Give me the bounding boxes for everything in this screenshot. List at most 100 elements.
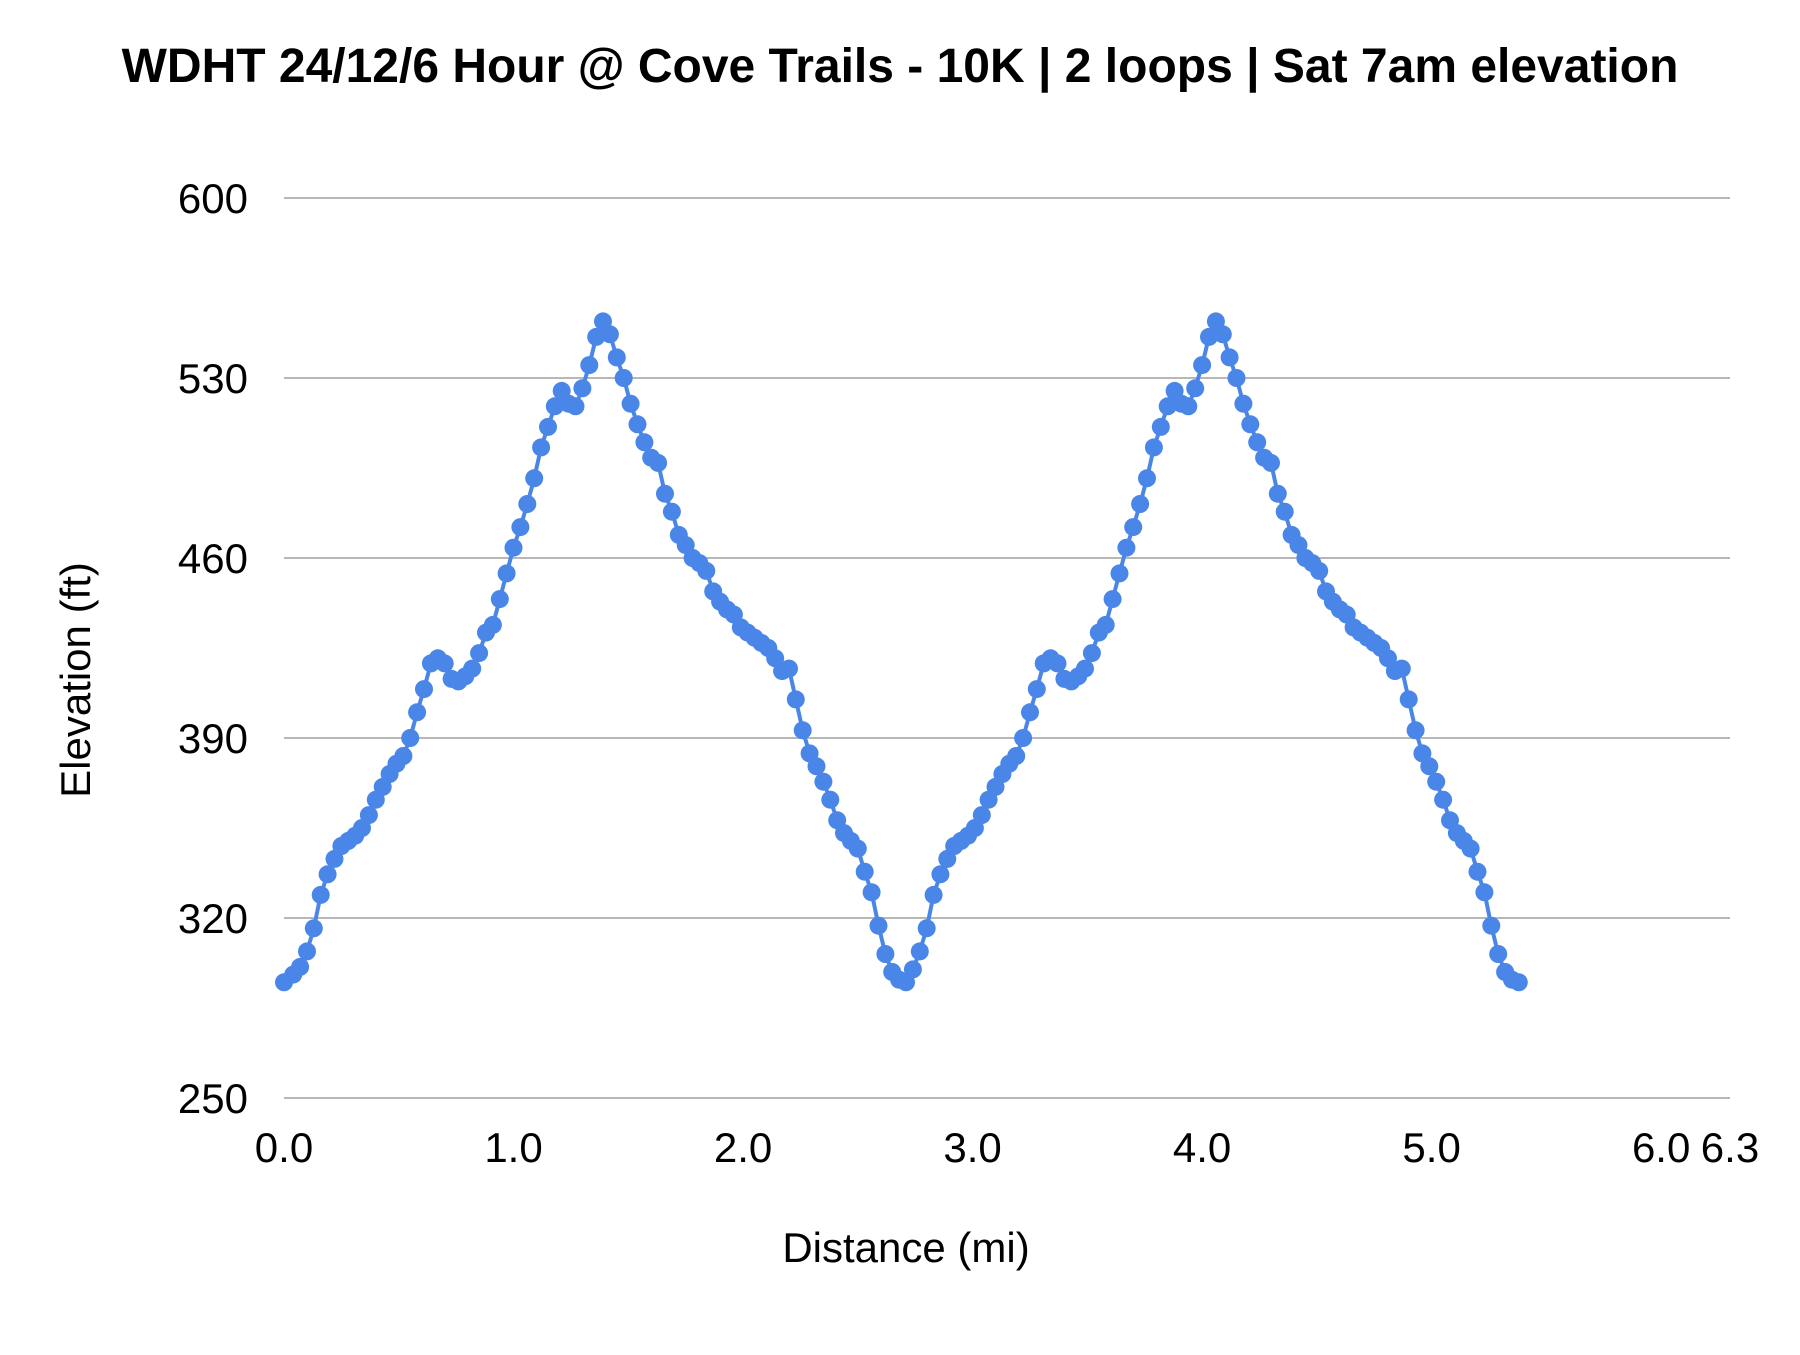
data-point [1213,325,1232,344]
series-line [282,319,1520,985]
data-point [408,703,427,722]
data-point [697,561,716,580]
data-point [649,453,668,472]
data-point [910,942,929,961]
data-point [780,659,798,678]
y-tick-label: 390 [178,715,248,762]
data-point [1158,397,1177,416]
data-point [318,865,337,884]
data-point [1186,379,1205,398]
data-point [1014,729,1033,747]
x-axis-label: Distance (mi) [782,1224,1029,1271]
data-point [1392,659,1411,678]
gridlines [284,197,1730,1099]
data-point [1434,790,1453,809]
data-point [1509,973,1528,992]
data-point [1076,659,1094,678]
x-tick-label: 6.3 [1701,1124,1759,1171]
elevation-series [275,312,1528,992]
data-point [656,484,674,503]
data-point [876,945,895,963]
y-tick-label: 460 [178,535,248,582]
data-point [1234,394,1253,413]
data-point [401,729,420,747]
data-point [539,417,557,436]
data-point [1117,538,1136,557]
y-tick-label: 250 [178,1075,248,1122]
data-point [814,772,833,791]
data-point [855,862,874,881]
data-point [862,883,881,902]
data-point [1096,615,1115,634]
data-point [359,806,378,825]
data-point [1475,883,1494,902]
data-point [1048,654,1067,673]
data-point [917,919,936,938]
data-point [662,502,681,521]
data-point [304,919,323,938]
y-axis-label: Elevation (ft) [52,562,99,798]
data-point [1110,564,1129,583]
y-tick-label: 530 [178,355,248,402]
data-point [931,865,950,884]
data-point [1420,757,1439,776]
data-point [435,654,454,673]
data-point [525,469,544,488]
data-point [1200,327,1218,346]
data-point [1021,703,1039,722]
data-point [821,790,840,809]
data-point [972,806,991,825]
chart-title: WDHT 24/12/6 Hour @ Cove Trails - 10K | … [122,40,1679,93]
data-point [1131,495,1150,513]
data-point [807,757,826,776]
data-point [1268,484,1287,503]
y-tick-label: 600 [178,175,248,222]
data-point [1124,518,1143,537]
x-tick-label: 1.0 [484,1124,542,1171]
data-point [470,644,489,663]
data-point [1468,862,1487,881]
data-point [1179,397,1198,416]
data-point [463,659,482,678]
data-point [504,538,523,557]
data-point [1482,916,1501,935]
x-axis-ticks: 0.0 1.0 2.0 3.0 4.0 5.0 6.0 6.3 [255,1124,1759,1171]
data-point [298,942,316,961]
data-point [628,415,647,434]
data-point [483,615,502,634]
data-point [1248,433,1267,452]
data-point [1461,839,1480,858]
data-point [566,397,585,416]
data-point [1427,772,1446,791]
data-point [490,590,509,609]
data-point [1262,453,1280,472]
data-point [415,680,433,699]
data-point [587,327,606,346]
data-point [1241,415,1260,434]
data-point [1082,644,1101,663]
data-point [1151,417,1170,436]
y-tick-label: 320 [178,895,248,942]
data-point [1027,680,1046,699]
data-point [600,325,619,344]
data-point [1103,590,1122,609]
x-tick-label: 2.0 [714,1124,772,1171]
x-tick-label: 5.0 [1402,1124,1460,1171]
data-point [786,690,805,709]
x-tick-label: 6.0 [1632,1124,1690,1171]
data-point [621,394,640,413]
data-point [1406,721,1425,740]
data-point [1144,438,1163,457]
data-point [924,885,943,904]
data-point [511,518,530,537]
data-point [311,885,330,904]
data-point [1007,747,1026,765]
data-point [1275,502,1294,521]
data-point [1399,690,1418,709]
data-point [545,397,564,416]
data-point [518,495,537,513]
data-point [532,438,551,457]
data-point [614,369,633,387]
x-tick-label: 0.0 [255,1124,313,1171]
